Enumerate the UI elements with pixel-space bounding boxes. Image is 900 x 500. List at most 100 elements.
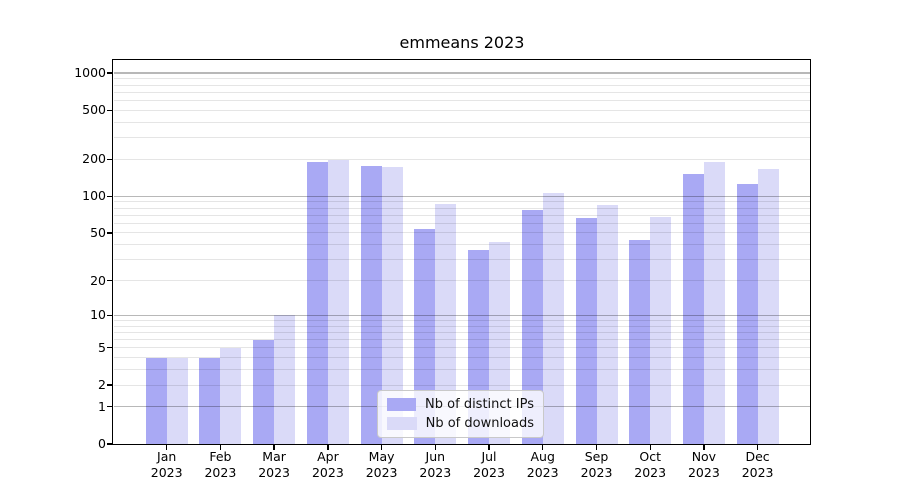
bar-downloads-jan [166, 357, 188, 444]
legend-swatch-downloads [387, 416, 417, 430]
minor-gridline [114, 158, 810, 160]
bar-downloads-jun [435, 204, 457, 444]
minor-gridline [114, 121, 810, 123]
x-tick-label: Nov 2023 [687, 449, 720, 480]
minor-gridline [114, 137, 810, 138]
y-tick-label: 5 [98, 339, 106, 355]
y-tick-mark [107, 109, 113, 111]
x-tick-label: Apr 2023 [311, 449, 344, 480]
y-tick-label: 500 [82, 102, 106, 118]
x-tick-label: Sep 2023 [580, 449, 613, 480]
chart-title: emmeans 2023 [399, 33, 525, 52]
bar-distinct-ips-sep [575, 218, 597, 444]
minor-gridline [114, 369, 810, 371]
x-tick-mark [595, 444, 598, 450]
minor-gridline [114, 347, 810, 349]
bar-downloads-apr [327, 160, 349, 444]
bar-distinct-ips-jan [145, 357, 167, 444]
x-tick-mark [273, 444, 275, 450]
y-tick-mark [107, 347, 113, 349]
minor-gridline [114, 78, 810, 80]
minor-gridline [114, 244, 810, 246]
y-tick-mark [107, 443, 113, 445]
minor-gridline [114, 201, 810, 203]
bar-distinct-ips-nov [682, 173, 704, 444]
x-tick-mark [649, 444, 651, 450]
minor-gridline [114, 232, 810, 234]
minor-gridline [114, 319, 810, 321]
x-tick-mark [703, 444, 705, 450]
minor-gridline [114, 357, 810, 359]
x-tick-label: Mar 2023 [258, 449, 290, 480]
x-tick-label: Dec 2023 [741, 449, 774, 480]
x-tick-label: Aug 2023 [526, 449, 559, 480]
x-tick-label: Jul 2023 [473, 449, 505, 480]
y-tick-mark [107, 384, 113, 386]
minor-gridline [114, 207, 810, 209]
x-tick-mark [488, 444, 490, 450]
minor-gridline [114, 222, 810, 224]
x-tick-mark [219, 444, 222, 450]
bar-distinct-ips-feb [199, 357, 221, 444]
bar-downloads-feb [220, 347, 242, 444]
bar-downloads-may [381, 167, 403, 444]
y-tick-label: 1 [98, 398, 106, 414]
legend-item-downloads: Nb of downloads [387, 416, 534, 431]
x-tick-mark [380, 444, 383, 450]
y-tick-mark [107, 314, 113, 316]
y-tick-mark [107, 72, 113, 74]
bar-distinct-ips-mar [253, 339, 275, 444]
y-tick-label: 200 [82, 151, 106, 167]
bar-downloads-aug [542, 192, 564, 444]
bar-downloads-oct [650, 217, 672, 444]
bar-downloads-nov [703, 162, 725, 444]
minor-gridline [114, 331, 810, 333]
bar-distinct-ips-dec [736, 183, 758, 444]
major-gridline [114, 314, 810, 316]
x-tick-mark [756, 444, 759, 450]
bar-distinct-ips-oct [629, 239, 651, 444]
y-tick-label: 10 [90, 307, 106, 323]
x-tick-mark [327, 444, 329, 450]
x-tick-mark [542, 444, 544, 450]
x-tick-mark [166, 444, 168, 450]
bar-distinct-ips-may [360, 166, 382, 444]
major-gridline [114, 195, 810, 197]
bar-distinct-ips-aug [521, 210, 543, 444]
bar-downloads-sep [596, 204, 618, 444]
minor-gridline [114, 84, 810, 86]
x-tick-label: Feb 2023 [204, 449, 237, 480]
y-tick-label: 20 [90, 272, 106, 288]
y-tick-label: 0 [98, 436, 106, 451]
minor-gridline [114, 339, 810, 340]
x-tick-label: Jun 2023 [419, 449, 452, 480]
minor-gridline [114, 280, 810, 281]
y-tick-mark [107, 232, 113, 234]
bar-downloads-dec [757, 169, 779, 444]
minor-gridline [114, 91, 810, 93]
x-tick-mark [434, 444, 436, 450]
y-tick-label: 2 [98, 377, 106, 392]
legend-item-distinct-ips: Nb of distinct IPs [387, 397, 534, 412]
x-tick-label: Oct 2023 [634, 449, 667, 480]
minor-gridline [114, 214, 810, 216]
x-tick-label: Jan 2023 [150, 449, 183, 480]
legend: Nb of distinct IPs Nb of downloads [377, 390, 544, 438]
legend-swatch-distinct-ips [387, 398, 417, 412]
minor-gridline [114, 325, 810, 327]
bar-distinct-ips-apr [306, 162, 328, 444]
y-tick-mark [107, 195, 113, 197]
minor-gridline [114, 99, 810, 101]
y-tick-label: 50 [90, 224, 106, 240]
y-tick-label: 1000 [74, 65, 106, 80]
y-tick-mark [107, 158, 113, 160]
bar-downloads-mar [274, 315, 296, 444]
minor-gridline [114, 109, 810, 111]
y-tick-mark [107, 406, 113, 408]
legend-label-distinct-ips: Nb of distinct IPs [425, 397, 534, 413]
minor-gridline [114, 384, 810, 386]
major-gridline [114, 72, 810, 74]
legend-label-downloads: Nb of downloads [425, 415, 534, 431]
x-tick-label: May 2023 [365, 449, 398, 480]
